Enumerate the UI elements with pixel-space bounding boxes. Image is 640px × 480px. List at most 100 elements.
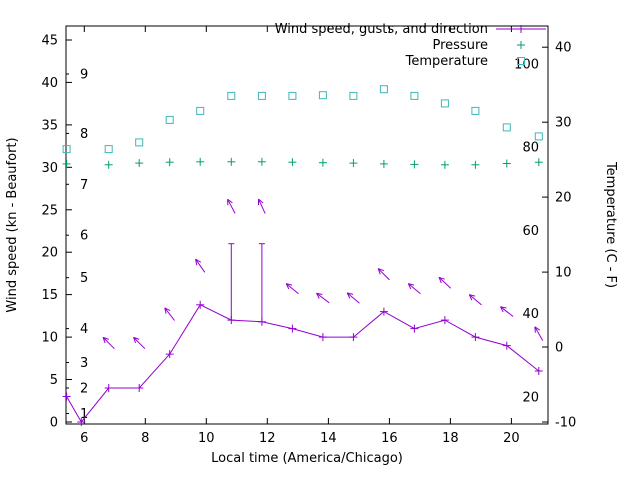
- wind-direction-arrowhead: [407, 283, 412, 290]
- wind-direction-arrowhead: [346, 292, 351, 299]
- temperature-point: [257, 91, 266, 100]
- wind-direction-arrow: [346, 292, 360, 304]
- wind-direction-arrow: [377, 268, 390, 281]
- wind-direction-arrow: [195, 258, 206, 273]
- wind-direction-arrow: [258, 198, 266, 214]
- beaufort-label: 7: [80, 178, 88, 193]
- beaufort-label: 6: [80, 229, 88, 244]
- x-tick-label: 14: [320, 431, 337, 446]
- temperature-point: [379, 85, 388, 94]
- wind-tick-label: 20: [41, 246, 58, 261]
- beaufort-label: 3: [80, 356, 88, 371]
- wind-direction-arrow: [164, 307, 175, 321]
- legend-label-pressure: Pressure: [432, 38, 488, 53]
- temp-f-label: 60: [522, 224, 539, 239]
- wind-direction-arrowhead: [469, 294, 476, 297]
- x-tick-label: 8: [141, 431, 149, 446]
- wind-direction-arrowhead: [377, 268, 381, 275]
- wind-direction-arrow: [227, 199, 236, 214]
- wind-speed-line: [66, 304, 540, 423]
- wind-direction-arrowhead: [408, 283, 415, 286]
- temp-f-label: 20: [522, 391, 539, 406]
- legend-temperature-marker: [517, 57, 525, 65]
- wind-direction-arrow: [285, 283, 299, 295]
- wind-direction-arrowhead: [195, 258, 202, 263]
- wind-tick-label: 30: [41, 161, 58, 176]
- wind-direction-arrowhead: [378, 268, 385, 272]
- wind-direction-arrowhead: [500, 306, 507, 309]
- wind-direction-arrowhead: [133, 337, 137, 344]
- temperature-point: [440, 99, 449, 108]
- wind-direction-arrowhead: [285, 283, 290, 290]
- temperature-point: [502, 123, 511, 132]
- plot-frame: [65, 25, 549, 425]
- wind-direction-arrow: [534, 326, 544, 341]
- wind-direction-arrowhead: [227, 198, 233, 204]
- temperature-point: [410, 91, 419, 100]
- wind-direction-arrow: [102, 337, 115, 350]
- wind-direction-arrowhead: [286, 283, 293, 286]
- beaufort-label: 9: [80, 68, 88, 83]
- x-tick-label: 10: [198, 431, 215, 446]
- x-tick-label: 20: [503, 431, 520, 446]
- wind-direction-arrow: [316, 292, 330, 304]
- beaufort-label: 8: [80, 127, 88, 142]
- wind-direction-arrowhead: [164, 307, 171, 312]
- wind-tick-label: 10: [41, 331, 58, 346]
- wind-direction-arrow: [500, 306, 514, 317]
- wind-direction-arrowhead: [347, 292, 354, 295]
- temp-f-label: 100: [514, 57, 539, 72]
- wind-direction-arrow: [407, 283, 421, 295]
- x-tick-label: 12: [259, 431, 276, 446]
- beaufort-label: 2: [80, 382, 88, 397]
- beaufort-label: 4: [80, 322, 88, 337]
- wind-tick-label: 5: [50, 373, 58, 388]
- left-axis-title: Wind speed (kn - Beaufort): [5, 137, 20, 312]
- temperature-point: [227, 91, 236, 100]
- temperature-point: [318, 91, 327, 100]
- temp-c-label: 0: [555, 341, 563, 356]
- wind-tick-label: 15: [41, 288, 58, 303]
- wind-direction-arrowhead: [534, 326, 536, 333]
- temperature-point: [104, 145, 113, 154]
- wind-direction-arrowhead: [438, 277, 442, 284]
- temp-c-label: 10: [555, 266, 572, 281]
- legend-label-wind: Wind speed, gusts, and direction: [275, 22, 488, 37]
- temp-c-label: 30: [555, 116, 572, 131]
- temp-f-label: 40: [522, 307, 539, 322]
- wind-direction-arrow: [438, 276, 452, 289]
- wind-tick-label: 35: [41, 118, 58, 133]
- temperature-point: [62, 145, 71, 154]
- wind-tick-label: 40: [41, 76, 58, 91]
- wind-direction-arrow: [133, 337, 146, 350]
- temperature-point: [288, 91, 297, 100]
- wind-direction-arrowhead: [258, 198, 264, 204]
- wind-direction-arrowhead: [468, 294, 473, 301]
- temperature-point: [135, 138, 144, 147]
- wind-direction-arrowhead: [102, 336, 109, 340]
- wind-direction-arrow: [468, 294, 482, 306]
- temperature-point: [534, 132, 543, 141]
- wind-direction-arrowhead: [534, 326, 541, 331]
- wind-direction-arrowhead: [438, 276, 445, 280]
- temperature-point: [196, 106, 205, 115]
- beaufort-label: 5: [80, 271, 88, 286]
- right-axis-title: Temperature (C - F): [603, 161, 618, 288]
- temp-f-label: 80: [522, 141, 539, 156]
- temp-c-label: -10: [555, 416, 576, 431]
- wind-tick-label: 45: [41, 34, 58, 49]
- temp-c-label: 40: [555, 41, 572, 56]
- x-axis-title: Local time (America/Chicago): [211, 451, 403, 466]
- legend-label-temperature: Temperature: [405, 54, 488, 69]
- temp-c-label: 20: [555, 191, 572, 206]
- temperature-point: [165, 115, 174, 124]
- wind-direction-arrowhead: [316, 292, 323, 295]
- wind-direction-arrowhead: [316, 292, 320, 299]
- wind-direction-arrowhead: [195, 259, 198, 266]
- wind-direction-arrowhead: [133, 336, 140, 340]
- temperature-point: [471, 106, 480, 115]
- wind-direction-arrowhead: [500, 306, 504, 313]
- wind-direction-arrowhead: [102, 337, 106, 344]
